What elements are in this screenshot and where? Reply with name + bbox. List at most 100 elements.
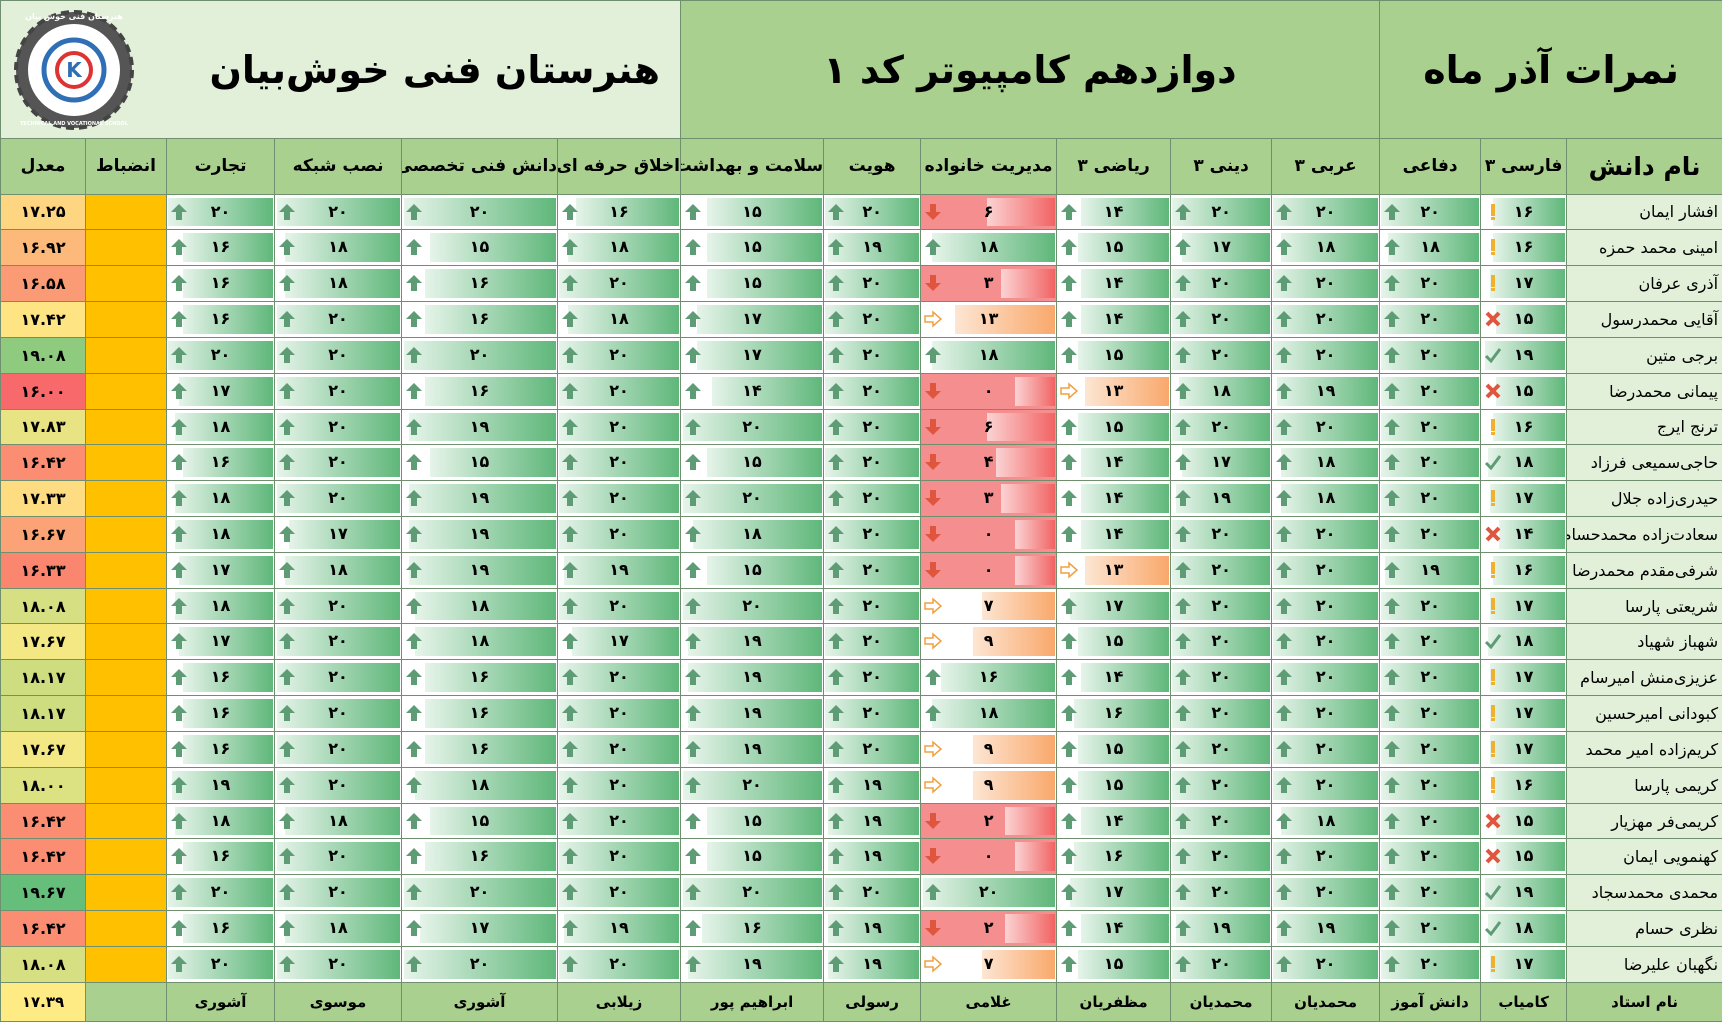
data-bar — [1273, 269, 1379, 299]
column-header: نصب شبکه — [274, 138, 403, 195]
cell: ۲۰ — [403, 947, 557, 981]
cell: ۲۰ — [682, 768, 823, 802]
cell: ۱۸ — [168, 410, 274, 444]
data-bar — [707, 448, 823, 478]
icon — [1384, 776, 1401, 793]
icon — [1491, 597, 1496, 614]
icon — [1491, 705, 1496, 722]
icon — [925, 454, 942, 471]
cell: ۲۰ — [559, 661, 680, 695]
cell: ۱۶ — [1058, 697, 1170, 731]
score-cell: ۲۰ — [1170, 336, 1273, 374]
cell: ۲۰ — [825, 446, 920, 480]
score: ۹ — [983, 774, 994, 794]
cell: ۱۶ — [168, 267, 274, 301]
icon — [1485, 347, 1502, 364]
data-bar — [825, 484, 920, 513]
score: ۱۳ — [1103, 559, 1124, 579]
data-bar — [682, 770, 823, 800]
score-cell: ۲۰ — [166, 945, 276, 983]
cell: ۱۹ — [1381, 553, 1480, 587]
cell: ۲۰ — [559, 374, 680, 408]
score: ۱۷ — [1513, 703, 1534, 723]
student-name: کریم‌زاده امیر محمد — [1566, 730, 1722, 768]
cell: ۴ — [922, 446, 1056, 480]
icon — [562, 311, 579, 328]
data-bar — [559, 734, 680, 764]
discipline-cell — [85, 766, 168, 804]
logo: K هنرستان فنی خوش بیان TECHNICAL AND VOC… — [14, 9, 134, 130]
score-cell: ۲۰ — [557, 838, 682, 876]
footer-label: نام استاد — [1566, 981, 1722, 1022]
data-bar — [1381, 197, 1480, 227]
icon — [1175, 275, 1192, 292]
score-cell: ۱۵ — [1480, 301, 1568, 338]
score-cell: ۱۶ — [166, 265, 276, 303]
icon — [1061, 525, 1078, 542]
score: ۰ — [983, 846, 994, 866]
data-bar — [828, 842, 920, 872]
icon — [1384, 346, 1401, 363]
icon — [279, 740, 296, 757]
data-bar — [1085, 376, 1170, 406]
icon — [171, 203, 188, 220]
score-cell: ۱۶ — [166, 301, 276, 338]
cell: ۱۸ — [403, 625, 557, 659]
cell: ۲۰ — [1381, 947, 1480, 981]
cell: ۱۹ — [825, 768, 920, 802]
score-cell: ۰ — [920, 551, 1058, 589]
cell: ۰ — [922, 374, 1056, 408]
cell: ۲۰ — [1273, 732, 1379, 766]
cell: ۲۰ — [1172, 517, 1271, 551]
column-header: سلامت و بهداشت — [680, 138, 825, 195]
cell: ۲۰ — [1381, 267, 1480, 301]
data-bar — [276, 663, 401, 693]
score-cell: ۲۰ — [557, 336, 682, 374]
data-bar — [1073, 699, 1170, 728]
data-bar — [276, 842, 401, 872]
icon — [1384, 920, 1401, 937]
score-cell: ۱۸ — [920, 336, 1058, 374]
icon — [1485, 383, 1501, 399]
data-bar — [1381, 305, 1480, 334]
score-cell: ۲۰ — [823, 193, 922, 231]
score-cell: ۱۶ — [166, 910, 276, 947]
score-cell: ۲۰ — [1170, 659, 1273, 697]
icon — [562, 203, 579, 220]
data-bar — [1496, 806, 1566, 836]
score: ۲۰ — [1211, 738, 1231, 758]
score-cell: ۲۰ — [557, 480, 682, 517]
score: ۲۰ — [609, 774, 629, 794]
student-row: آذری عرفان ۱۷ ۲۰ ۲۰ ۲۰ ۱۴ ۳ ۲۰ ۱۵ ۲۰ ۱۶ ۱۸ ۱۶ ۱۶.۵۸ — [0, 265, 1722, 303]
cell: ۲۰ — [682, 876, 823, 910]
average: ۱۸.۱۷ — [0, 695, 87, 732]
icon — [685, 848, 702, 865]
cell: ۲۰ — [1172, 338, 1271, 372]
score-cell: ۲۰ — [823, 515, 922, 553]
score: ۱۸ — [1211, 380, 1231, 400]
average: ۱۶.۵۸ — [0, 265, 87, 303]
cell: ۲۰ — [1381, 697, 1480, 731]
icon — [1384, 669, 1401, 686]
data-bar — [1178, 376, 1271, 406]
icon — [279, 848, 296, 865]
data-bar — [425, 842, 557, 872]
data-bar — [682, 412, 823, 442]
cell: ۲۰ — [276, 661, 401, 695]
cell: ۲۰ — [559, 804, 680, 838]
data-bar — [1381, 663, 1480, 693]
score-cell: ۱۹ — [1170, 910, 1273, 947]
icon — [685, 669, 702, 686]
score-cell: ۱۷ — [166, 372, 276, 410]
data-bar — [276, 412, 401, 442]
data-bar — [1172, 269, 1271, 299]
student-name: آذری عرفان — [1566, 265, 1722, 303]
score: ۱۸ — [328, 237, 348, 257]
svg-text:K: K — [66, 58, 83, 82]
score: ۲۰ — [862, 738, 882, 758]
cell: ۲۰ — [1381, 517, 1480, 551]
icon — [828, 597, 845, 614]
score-cell: ۱۹ — [1379, 551, 1482, 589]
cell: ۲۰ — [1273, 553, 1379, 587]
score-cell: ۱۸ — [401, 766, 559, 804]
